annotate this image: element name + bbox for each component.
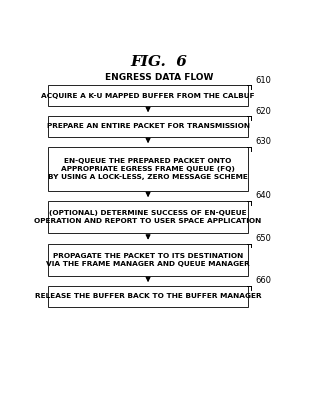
- Text: 640: 640: [255, 191, 271, 201]
- FancyBboxPatch shape: [48, 85, 248, 106]
- Text: PREPARE AN ENTIRE PACKET FOR TRANSMISSION: PREPARE AN ENTIRE PACKET FOR TRANSMISSIO…: [46, 123, 250, 130]
- Text: 610: 610: [255, 76, 271, 85]
- Text: ENGRESS DATA FLOW: ENGRESS DATA FLOW: [105, 73, 213, 82]
- FancyBboxPatch shape: [48, 243, 248, 276]
- Text: EN-QUEUE THE PREPARED PACKET ONTO
APPROPRIATE EGRESS FRAME QUEUE (FQ)
BY USING A: EN-QUEUE THE PREPARED PACKET ONTO APPROP…: [48, 158, 248, 180]
- Text: RELEASE THE BUFFER BACK TO THE BUFFER MANAGER: RELEASE THE BUFFER BACK TO THE BUFFER MA…: [35, 294, 261, 299]
- Text: FIG.  6: FIG. 6: [131, 55, 187, 69]
- Text: PROPAGATE THE PACKET TO ITS DESTINATION
VIA THE FRAME MANAGER AND QUEUE MANAGER: PROPAGATE THE PACKET TO ITS DESTINATION …: [46, 253, 250, 267]
- Text: 620: 620: [255, 106, 271, 115]
- Text: (OPTIONAL) DETERMINE SUCCESS OF EN-QUEUE
OPERATION AND REPORT TO USER SPACE APPL: (OPTIONAL) DETERMINE SUCCESS OF EN-QUEUE…: [34, 210, 262, 224]
- Text: 630: 630: [255, 138, 271, 147]
- Text: 660: 660: [255, 277, 271, 285]
- Text: ACQUIRE A K-U MAPPED BUFFER FROM THE CALBUF: ACQUIRE A K-U MAPPED BUFFER FROM THE CAL…: [41, 93, 255, 98]
- FancyBboxPatch shape: [48, 201, 248, 233]
- FancyBboxPatch shape: [48, 147, 248, 191]
- FancyBboxPatch shape: [48, 116, 248, 137]
- FancyBboxPatch shape: [48, 286, 248, 307]
- Text: 650: 650: [255, 234, 271, 243]
